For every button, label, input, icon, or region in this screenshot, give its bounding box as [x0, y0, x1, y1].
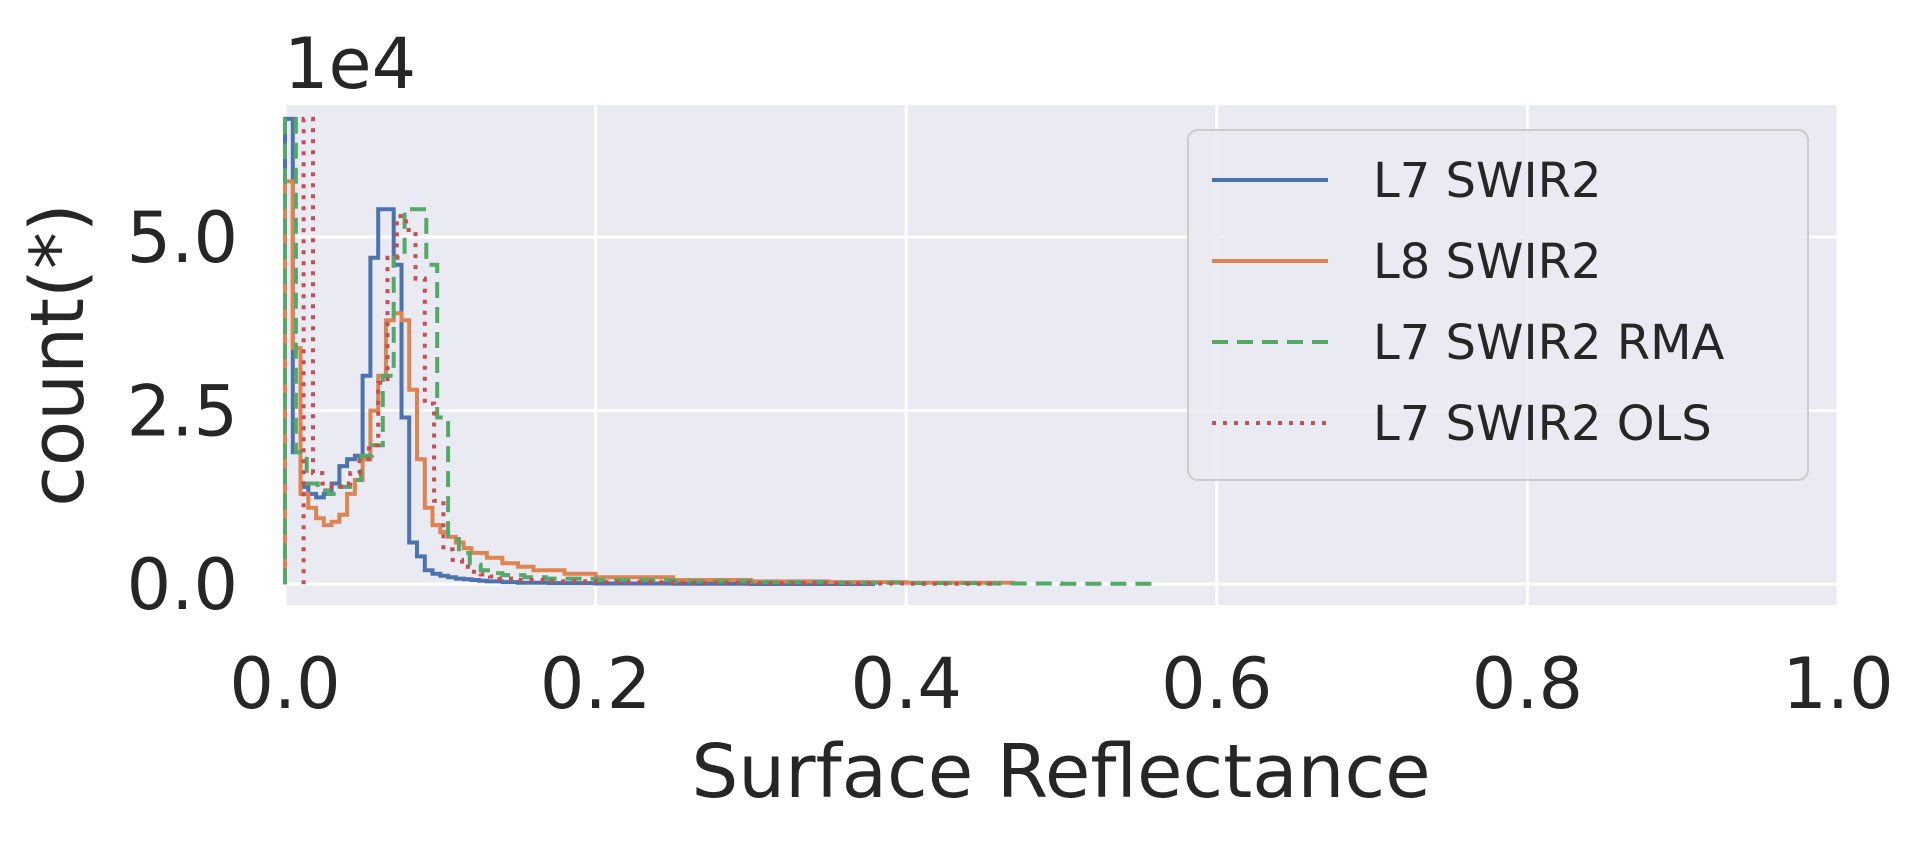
series-layer — [283, 116, 1155, 586]
x-axis-ticks: 0.0 0.2 0.4 0.6 0.8 1.0 — [229, 643, 1893, 725]
x-tick-label: 0.0 — [229, 643, 340, 725]
legend: L7 SWIR2 L8 SWIR2 L7 SWIR2 RMA L7 SWIR2 OLS — [1187, 129, 1809, 481]
series-line — [283, 116, 876, 586]
y-axis-label: count(*) — [15, 203, 101, 507]
legend-entry: L7 SWIR2 RMA — [1373, 315, 1725, 371]
y-axis-ticks: 0.0 2.5 5.0 — [127, 197, 238, 626]
legend-box — [1187, 129, 1809, 481]
x-tick-label: 0.6 — [1161, 643, 1272, 725]
y-scale-label: 1e4 — [284, 23, 416, 105]
x-tick-label: 1.0 — [1782, 643, 1893, 725]
x-tick-label: 0.4 — [851, 643, 962, 725]
y-tick-label: 2.5 — [127, 371, 238, 453]
legend-entry: L7 SWIR2 OLS — [1373, 396, 1712, 452]
series-line — [283, 116, 1155, 586]
legend-entry: L7 SWIR2 — [1373, 153, 1602, 209]
y-tick-label: 0.0 — [127, 544, 238, 626]
legend-entry: L8 SWIR2 — [1373, 234, 1602, 290]
x-tick-label: 0.8 — [1472, 643, 1583, 725]
x-axis-label: Surface Reflectance — [691, 729, 1430, 815]
x-tick-label: 0.2 — [540, 643, 651, 725]
y-tick-label: 5.0 — [127, 197, 238, 279]
series-line — [283, 179, 1015, 585]
series-line — [301, 116, 1000, 586]
